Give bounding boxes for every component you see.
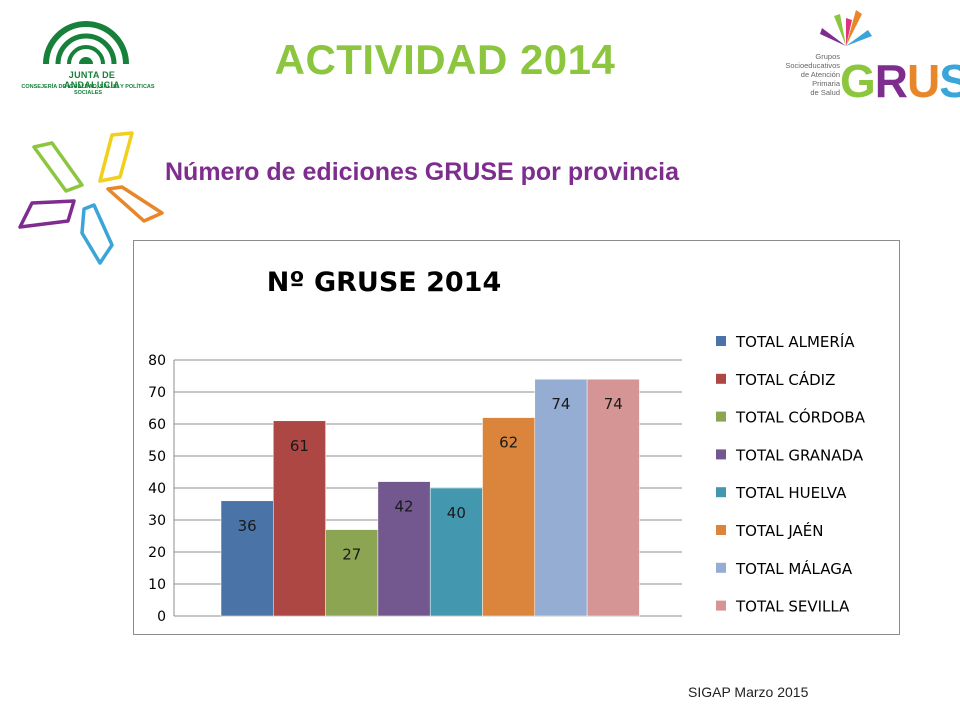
data-label: 42	[395, 498, 414, 516]
y-tick-label: 70	[148, 385, 166, 401]
data-label: 36	[238, 517, 257, 535]
y-tick-label: 50	[148, 449, 166, 465]
legend-label: TOTAL ALMERÍA	[735, 332, 855, 351]
gruse-letter: R	[874, 55, 908, 107]
gruse-flower-icon	[820, 10, 872, 46]
legend-label: TOTAL CÁDIZ	[735, 370, 835, 389]
data-label: 40	[447, 504, 466, 522]
legend-swatch	[716, 449, 726, 460]
legend-swatch	[716, 373, 726, 384]
y-tick-label: 30	[148, 513, 166, 529]
gruse-letter: S	[939, 55, 960, 107]
page-subtitle: Número de ediciones GRUSE por provincia	[165, 158, 680, 186]
bar	[429, 487, 483, 617]
decorative-petals-icon	[18, 131, 164, 265]
data-label: 27	[342, 546, 361, 564]
junta-andalucia-emblem-icon	[43, 21, 129, 65]
chart-container: Nº GRUSE 2014 0 10 20 30 40 50 60 70 80 36 61 27 42 40…	[133, 240, 900, 635]
legend-swatch	[716, 411, 726, 422]
y-tick-label: 60	[148, 417, 166, 433]
junta-andalucia-logo: JUNTA DE ANDALUCIA CONSEJERÍA DE IGUALDA…	[8, 18, 168, 98]
y-tick-label: 80	[148, 353, 166, 369]
data-label: 61	[290, 437, 309, 455]
legend-swatch	[716, 336, 726, 346]
legend-label: TOTAL HUELVA	[735, 484, 847, 502]
legend-label: TOTAL JAÉN	[735, 521, 823, 540]
chart-title: Nº GRUSE 2014	[267, 267, 502, 298]
legend-label: TOTAL SEVILLA	[735, 598, 850, 616]
bar	[325, 529, 379, 617]
gruse-description: Grupos Socioeducativos de Atención Prima…	[785, 52, 840, 97]
y-tick-label: 20	[148, 545, 166, 561]
data-label: 62	[499, 434, 518, 452]
legend-label: TOTAL MÁLAGA	[735, 559, 853, 578]
legend-swatch	[716, 525, 726, 535]
y-tick-label: 40	[148, 481, 166, 497]
gruse-letter: U	[907, 55, 940, 107]
bar	[586, 378, 640, 617]
footer-note: SIGAP Marzo 2015	[688, 684, 809, 700]
y-tick-label: 10	[148, 577, 166, 593]
bar	[482, 417, 536, 617]
junta-name: JUNTA DE ANDALUCIA	[63, 70, 121, 90]
legend-swatch	[716, 562, 726, 573]
legend-swatch	[716, 487, 726, 498]
bar-chart: Nº GRUSE 2014 0 10 20 30 40 50 60 70 80 36 61 27 42 40…	[148, 267, 866, 625]
bar	[377, 481, 431, 617]
gruse-logo: Grupos Socioeducativos de Atención Prima…	[778, 6, 960, 126]
bar	[273, 420, 326, 617]
legend-swatch	[716, 600, 726, 611]
data-label: 74	[604, 395, 623, 413]
gruse-letter: G	[840, 55, 876, 107]
legend-label: TOTAL GRANADA	[735, 446, 864, 464]
page-title: ACTIVIDAD 2014	[274, 36, 616, 83]
legend-label: TOTAL CÓRDOBA	[735, 408, 866, 427]
bar	[534, 378, 588, 617]
y-tick-label: 0	[157, 609, 166, 625]
data-label: 74	[551, 395, 570, 413]
gruse-wordmark: GRUSE	[840, 54, 960, 108]
junta-department: CONSEJERÍA DE IGUALDAD, SALUD Y POLÍTICA…	[21, 84, 155, 96]
